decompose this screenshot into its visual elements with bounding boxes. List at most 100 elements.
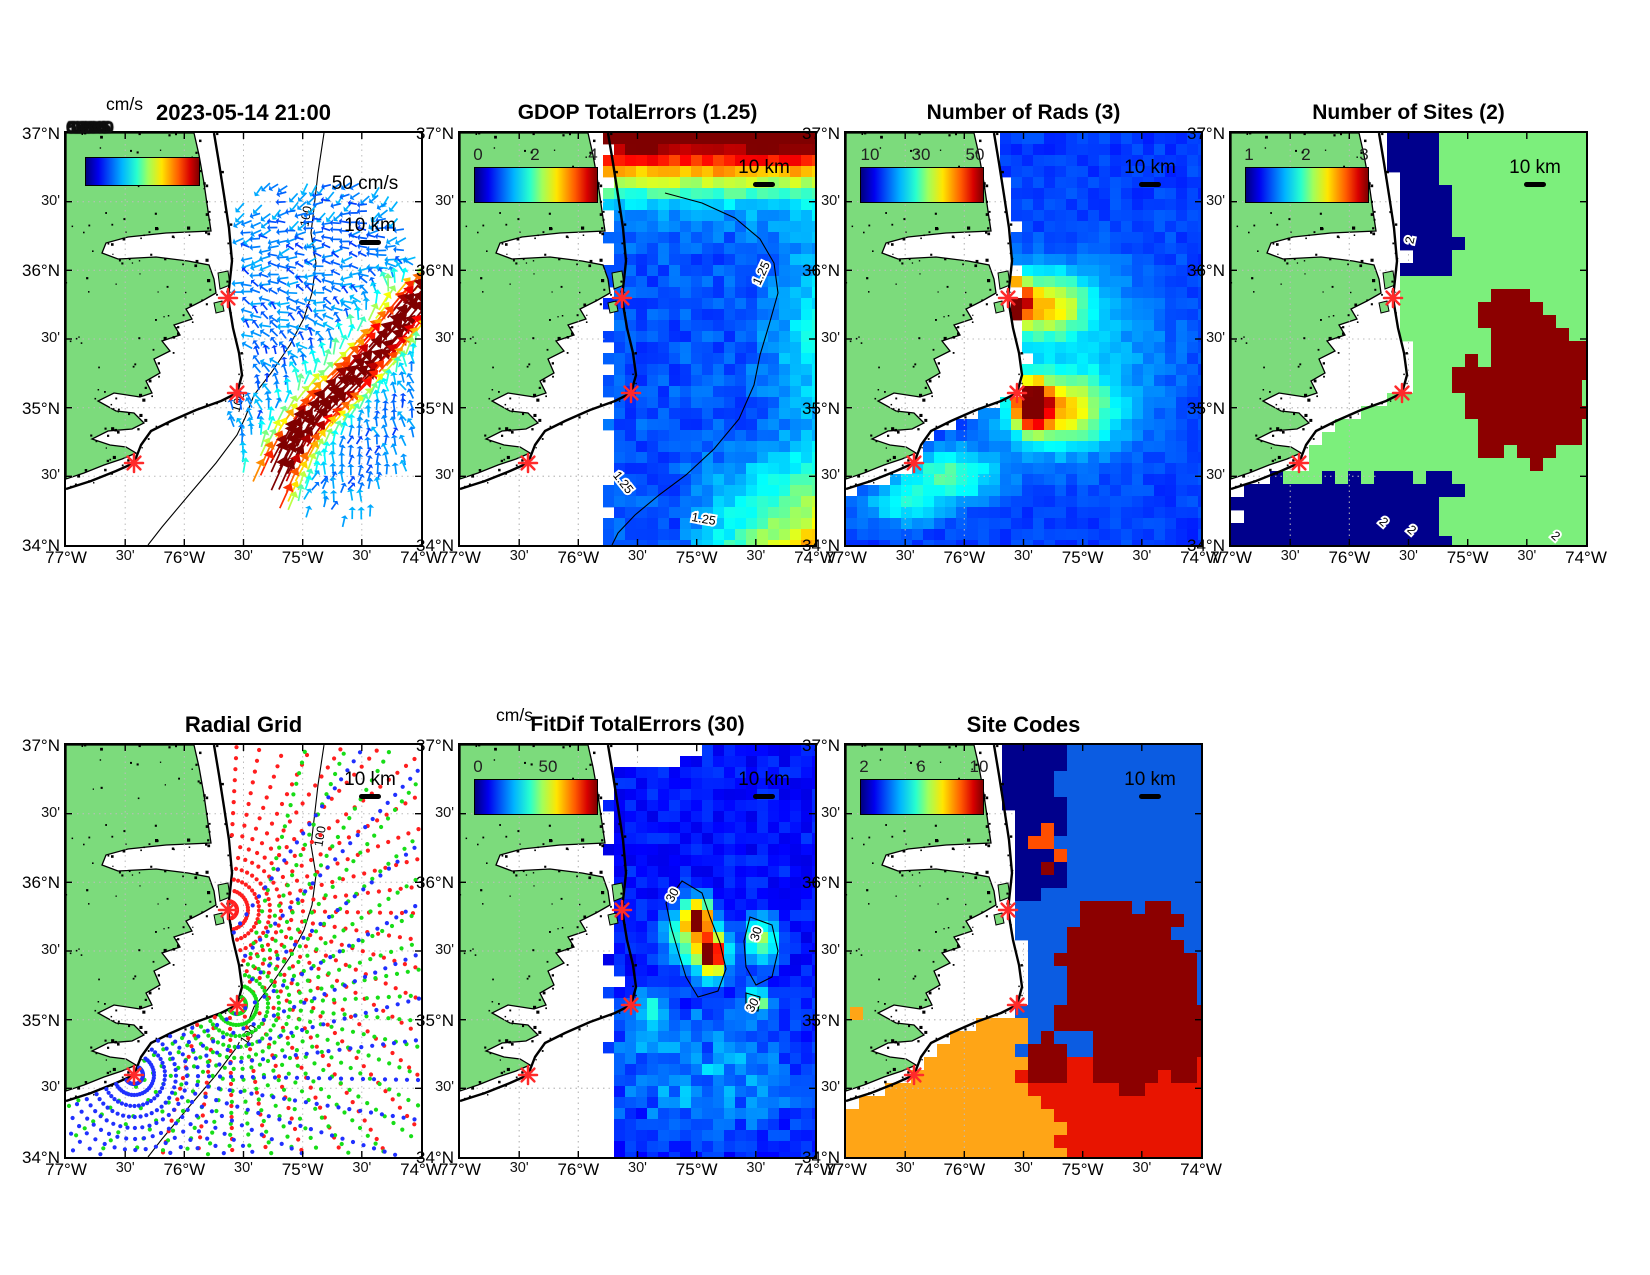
svg-text:1.25: 1.25: [690, 510, 716, 528]
lon-tick-label: 30': [352, 548, 372, 564]
lat-tick-label: 36°N: [22, 873, 60, 893]
lon-tick-label: 77°W: [825, 1160, 867, 1179]
lon-tick-label: 75°W: [281, 1160, 324, 1179]
lat-tick-label: 30': [41, 192, 60, 209]
scale-bar-line: [1139, 182, 1161, 187]
lon-axis-labels: 77°W 30' 76°W 30' 75°W 30' 74°W: [439, 1160, 836, 1186]
colorbar-gradient: [474, 779, 598, 815]
lon-tick-label: 74°W: [794, 1160, 836, 1179]
lon-tick-label: 30': [895, 1160, 915, 1176]
lon-tick-label: 30': [746, 548, 766, 564]
lat-tick-label: 30': [435, 330, 454, 346]
lat-tick-label: 35°N: [802, 1010, 840, 1030]
lat-tick-label: 34°N: [802, 1148, 840, 1168]
scale-bar-line: [753, 182, 775, 187]
lon-tick-label: 30': [628, 548, 647, 564]
lon-tick-label: 75°W: [675, 1160, 718, 1179]
lon-tick-label: 30': [509, 1160, 529, 1176]
colorbar-gradient: [860, 167, 984, 203]
lon-tick-label: 30': [1014, 548, 1033, 564]
scale-bar: 10 km: [1104, 157, 1196, 187]
colorbar-unit-label: cm/s: [496, 705, 533, 725]
lon-tick-label: 76°W: [1328, 548, 1371, 567]
map-frame: 10 30 50 10 km: [844, 131, 1203, 547]
colorbar-ticks-overlapped: 0 5 10 15 20 25 30 35 40 45 50: [66, 118, 114, 137]
scale-bar: 10 km: [718, 157, 810, 187]
lat-tick-label: 37°N: [1187, 124, 1225, 143]
lon-tick-label: 30': [234, 548, 253, 564]
colorbar-tick: 50: [538, 757, 558, 776]
lat-tick-label: 36°N: [802, 261, 840, 281]
lon-tick-label: 76°W: [163, 1160, 206, 1179]
panel-title: GDOP TotalErrors (1.25): [517, 101, 758, 124]
lat-tick-label: 36°N: [22, 261, 60, 281]
lon-axis-labels: 77°W 30' 76°W 30' 75°W 30' 74°W: [45, 548, 442, 574]
colorbar-tick: 30: [911, 145, 931, 164]
panel-gdop: GDOP TotalErrors (1.25) 1.25 1.25 1.25 0 2…: [416, 101, 836, 567]
lon-tick-label: 30': [1517, 548, 1537, 564]
colorbar-gradient: [1245, 167, 1369, 203]
scale-bar: 10 km: [718, 769, 810, 799]
lon-tick-label: 74°W: [794, 548, 836, 567]
colorbar-tick: 10: [969, 757, 989, 776]
lon-tick-label: 30': [509, 548, 529, 564]
lat-tick-label: 30': [41, 804, 60, 821]
lat-axis-labels: 37°N 30' 36°N 30' 35°N 30' 34°N: [794, 124, 840, 555]
lat-tick-label: 30': [1206, 467, 1225, 484]
lon-axis-labels: 77°W 30' 76°W 30' 75°W 30' 74°W: [439, 548, 836, 574]
lon-tick-label: 74°W: [1180, 548, 1222, 567]
colorbar-tick: 0: [473, 757, 483, 776]
lon-tick-label: 75°W: [675, 548, 718, 567]
lat-tick-label: 30': [41, 942, 60, 958]
lon-tick-label: 75°W: [1061, 548, 1104, 567]
lon-tick-label: 30': [234, 1160, 253, 1176]
lon-tick-label: 77°W: [825, 548, 867, 567]
colorbar-gradient: [860, 779, 984, 815]
lat-tick-label: 34°N: [416, 1148, 454, 1168]
map-frame: 1.25 1.25 1.25 0 2 4 10 km: [458, 131, 817, 547]
lon-tick-label: 74°W: [400, 1160, 442, 1179]
colorbar-tick: 1: [1244, 145, 1254, 164]
panel-number-of-rads: Number of Rads (3) 10 30 50 10 km 37°N 30…: [802, 101, 1222, 567]
map-frame: 100100 10 km: [64, 743, 423, 1159]
lat-tick-label: 30': [435, 942, 454, 958]
lat-tick-label: 30': [821, 330, 840, 346]
lat-tick-label: 37°N: [802, 736, 840, 755]
lat-tick-label: 34°N: [1187, 536, 1225, 556]
lat-tick-label: 30': [435, 467, 454, 484]
lat-tick-label: 30': [821, 804, 840, 821]
lat-tick-label: 30': [821, 942, 840, 958]
panel-title: Number of Rads (3): [926, 101, 1121, 124]
vector-scale-label: 50 cm/s: [331, 173, 399, 194]
lat-tick-label: 35°N: [22, 398, 60, 418]
lon-axis-labels: 77°W 30' 76°W 30' 75°W 30' 74°W: [825, 1160, 1222, 1186]
lon-tick-label: 75°W: [1061, 1160, 1104, 1179]
lon-tick-label: 76°W: [943, 548, 986, 567]
scale-bar-line: [1524, 182, 1546, 187]
scale-bar: 10 km: [324, 769, 416, 799]
map-frame: 30 30 30 0 50 10 km: [458, 743, 817, 1159]
scale-label: 10 km: [1124, 769, 1176, 790]
colorbar: 0 50: [473, 757, 602, 819]
lat-tick-label: 30': [41, 330, 60, 346]
lat-tick-label: 35°N: [1187, 398, 1225, 418]
lon-tick-label: 30': [1014, 1160, 1033, 1176]
colorbar: [85, 157, 200, 186]
panel-current-vectors: 2023-05-14 21:00 100100 0 5 10 15 20 25 …: [22, 100, 442, 567]
lat-tick-label: 37°N: [802, 124, 840, 143]
panel-fitdif: FitDif TotalErrors (30) 30 30 30 0 50 10 k…: [416, 713, 836, 1179]
scale-bar-line: [359, 240, 381, 245]
lon-tick-label: 74°W: [1180, 1160, 1222, 1179]
scale-label: 10 km: [344, 215, 396, 236]
panel-title: Number of Sites (2): [1312, 101, 1505, 124]
lat-tick-label: 37°N: [416, 736, 454, 755]
lat-tick-label: 34°N: [22, 536, 60, 556]
lat-tick-label: 30': [435, 1079, 454, 1096]
colorbar: 0 2 4: [473, 145, 602, 207]
lat-tick-label: 35°N: [416, 1010, 454, 1030]
colorbar-tick: 10: [860, 145, 880, 164]
lat-axis-labels: 37°N 30' 36°N 30' 35°N 30' 34°N: [14, 736, 60, 1167]
